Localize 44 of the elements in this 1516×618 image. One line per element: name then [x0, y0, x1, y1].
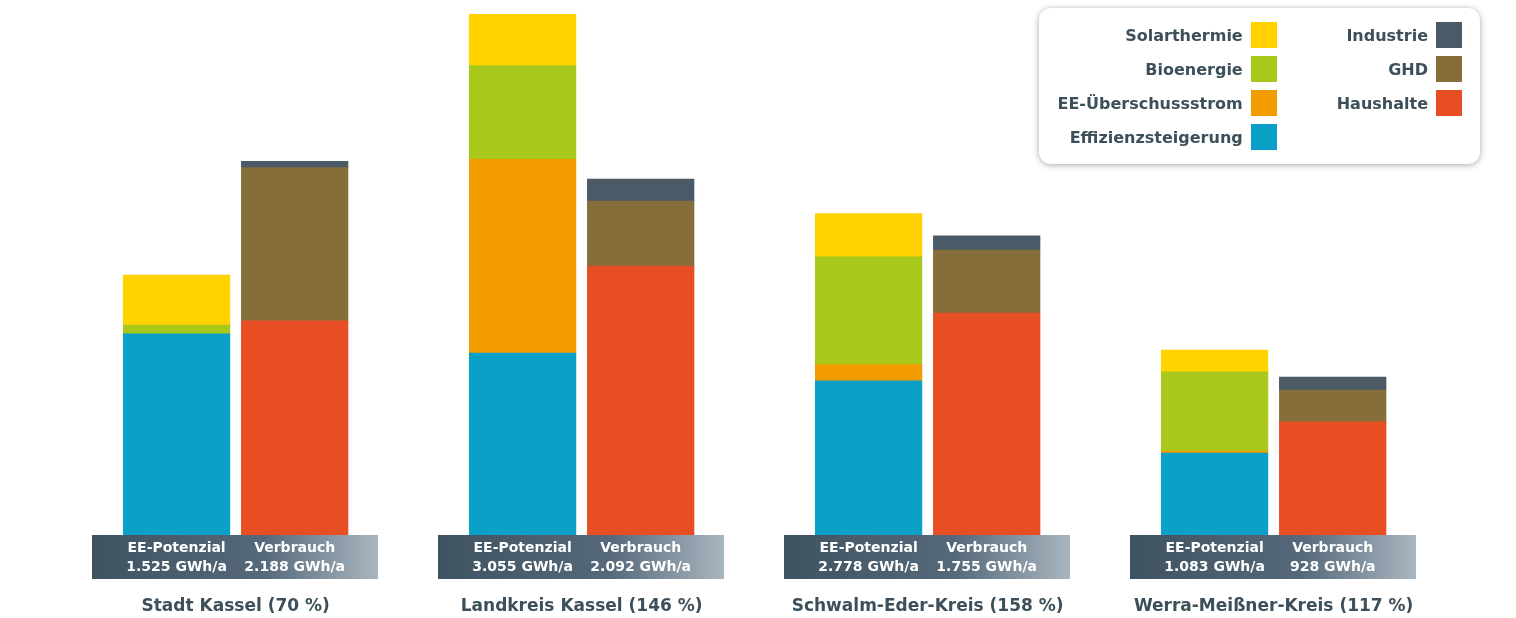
legend-label: Haushalte [1336, 93, 1428, 113]
text: Werra-Meißner-Kreis (117 %) [1133, 595, 1414, 616]
bar [1279, 376, 1387, 391]
x-tick-label: Verbrauch [1292, 538, 1374, 555]
x-tick-label: Verbrauch [946, 538, 1028, 555]
text: 1.755 GWh/a [936, 557, 1037, 574]
bar [468, 65, 577, 160]
x-tick-label: EE-Potenzial [819, 538, 918, 555]
text: Landkreis Kassel (146 %) [460, 595, 703, 616]
text: Schwalm-Eder-Kreis (158 %) [791, 595, 1064, 616]
bar [587, 200, 695, 267]
bar [468, 14, 577, 66]
bar [1160, 349, 1269, 373]
bar [1279, 389, 1387, 423]
bar [468, 159, 577, 354]
text: 1.525 GWh/a [126, 557, 227, 574]
legend-label: EE-Überschussstrom [1057, 93, 1243, 113]
x-tick-label: EE-Potenzial [127, 538, 226, 555]
bar [122, 274, 231, 326]
text: 2.092 GWh/a [590, 557, 691, 574]
bar [933, 249, 1041, 314]
x-tick-label: EE-Potenzial [473, 538, 572, 555]
text: Stadt Kassel (70 %) [141, 595, 330, 616]
bar [1160, 371, 1269, 452]
legend-label: Effizienzsteigerung [1069, 127, 1243, 147]
legend-label: Industrie [1346, 25, 1428, 45]
bar [814, 256, 923, 365]
x-tick-label: Verbrauch [600, 538, 682, 555]
x-tick-label: EE-Potenzial [1165, 538, 1264, 555]
bar [241, 167, 349, 322]
bar [122, 324, 231, 335]
text: 3.055 GWh/a [472, 557, 573, 574]
text: 928 GWh/a [1289, 557, 1376, 574]
bar [814, 364, 923, 382]
bar [933, 235, 1041, 251]
text: 2.778 GWh/a [818, 557, 919, 574]
legend-label: Solarthermie [1125, 25, 1243, 45]
bar [814, 213, 923, 258]
x-tick-label: Verbrauch [254, 538, 336, 555]
text: 2.188 GWh/a [244, 557, 345, 574]
legend-label: GHD [1388, 59, 1428, 79]
text: 1.083 GWh/a [1164, 557, 1265, 574]
legend-label: Bioenergie [1145, 59, 1243, 79]
bar [587, 178, 695, 202]
